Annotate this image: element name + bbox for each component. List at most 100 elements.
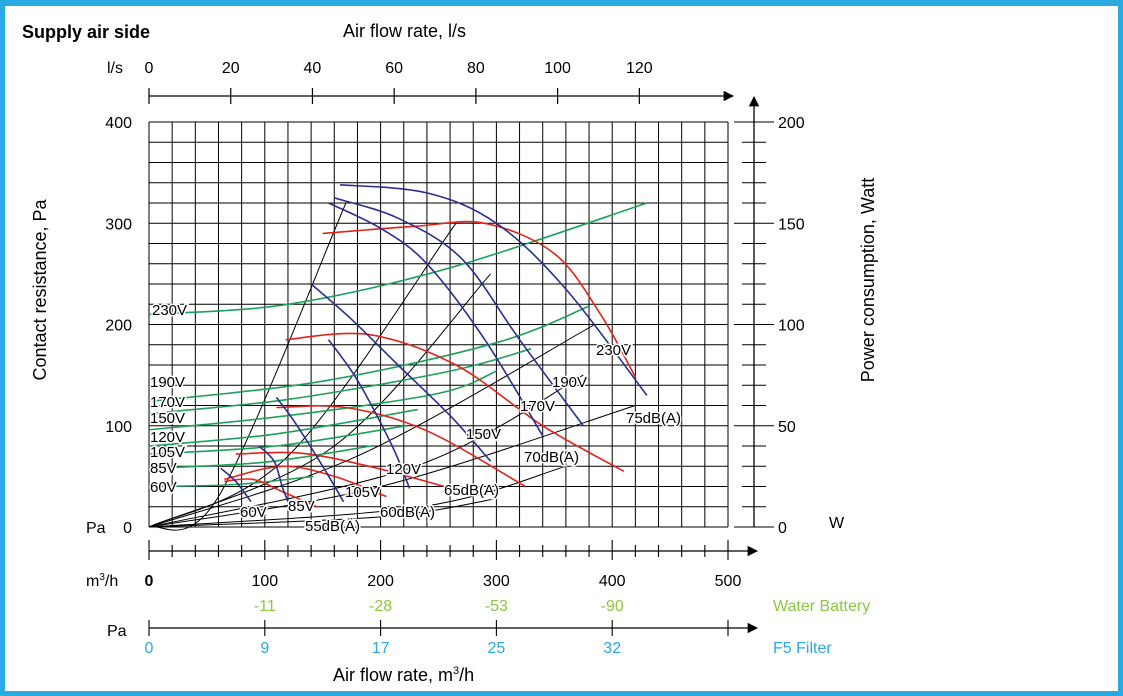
y-left-tick-label: 0 (123, 520, 132, 537)
sound-curve (224, 478, 318, 508)
power-curve (148, 425, 407, 455)
system-line (148, 465, 567, 528)
pressure-curve (275, 396, 345, 503)
curve-label: 120V (386, 461, 421, 478)
pressure-curve (340, 184, 648, 396)
y-right-tick-label: 50 (778, 419, 796, 436)
curve-label: 60dB(A) (380, 504, 435, 521)
y-left-tick-label: 200 (105, 318, 132, 335)
x-tick-label: 100 (251, 573, 278, 590)
top-tick-label: 40 (304, 60, 322, 77)
curve-label: 75dB(A) (626, 410, 681, 427)
water-battery-value: -11 (254, 598, 276, 615)
system-line (148, 498, 497, 528)
y-left-tick-label: 400 (105, 115, 132, 132)
curve-label: 105V (345, 484, 380, 501)
system-lines (148, 202, 636, 531)
power-curve (148, 445, 372, 470)
top-axis-title: Air flow rate, l/s (343, 21, 466, 41)
curve-label: 85V (150, 460, 177, 477)
y-left-unit: Pa (86, 520, 106, 537)
curve-label: 170V (520, 398, 555, 415)
x-tick-label: 400 (599, 573, 626, 590)
x-tick-label: 300 (483, 573, 510, 590)
sound-curve (224, 465, 387, 498)
pressure-curve (220, 467, 252, 503)
top-tick-label: 80 (467, 60, 485, 77)
x-tick-label: 500 (715, 573, 742, 590)
pressure-curve (327, 339, 411, 489)
tick-labels: 0 20 40 60 80 100 120 0 100 200 300 400 0 50 100 150 200… (105, 60, 805, 657)
water-battery-value: -90 (601, 598, 624, 615)
top-tick-label: 100 (544, 60, 571, 77)
pressure-curve (258, 445, 289, 502)
curve-label: 230V (596, 342, 631, 359)
curve-label: 190V (552, 374, 587, 391)
curve-label: 70dB(A) (524, 449, 579, 466)
y-right-tick-label: 0 (778, 520, 787, 537)
f5-filter-label: F5 Filter (773, 640, 832, 657)
system-line (148, 273, 491, 528)
sound-curve (276, 404, 526, 488)
pressure-curve (310, 283, 492, 462)
curve-label: 170V (150, 394, 185, 411)
curve-label: 105V (150, 444, 185, 461)
sound-curve (285, 332, 625, 472)
y-left-axis-title: Contact resistance, Pa (30, 198, 50, 380)
y-left-tick-label: 300 (105, 216, 132, 233)
curve-label: 60V (240, 504, 267, 521)
x-axis-title: Air flow rate, m3/h (333, 665, 474, 685)
filter-value: 9 (260, 640, 269, 657)
top-axis-unit: l/s (107, 60, 123, 77)
power-curve (148, 370, 497, 431)
top-tick-label: 120 (626, 60, 653, 77)
chart-title: Supply air side (22, 22, 150, 42)
y-right-tick-label: 100 (778, 318, 805, 335)
power-curve (148, 202, 648, 316)
y-right-tick-label: 200 (778, 115, 805, 132)
y-right-tick-label: 150 (778, 216, 805, 233)
filter-unit: Pa (107, 623, 127, 640)
filter-value: 32 (603, 640, 621, 657)
curve-label: 60V (150, 479, 177, 496)
curve-label: 150V (150, 410, 185, 427)
x-axis-unit: m3/h (86, 572, 118, 590)
pressure-curve (334, 197, 584, 427)
top-tick-label: 60 (385, 60, 403, 77)
y-right-unit: W (829, 515, 845, 532)
power-curve (148, 305, 590, 403)
axes (148, 88, 774, 636)
top-tick-label: 20 (222, 60, 240, 77)
water-battery-value: -28 (369, 598, 392, 615)
x-tick-label: 0 (145, 573, 154, 590)
power-curve (148, 348, 532, 415)
curve-label: 65dB(A) (444, 482, 499, 499)
x-tick-label: 200 (367, 573, 394, 590)
system-line (148, 324, 596, 528)
system-line (148, 374, 584, 528)
system-line (148, 405, 636, 528)
water-battery-value: -53 (485, 598, 508, 615)
water-battery-label: Water Battery (773, 598, 870, 615)
filter-value: 17 (372, 640, 390, 657)
top-tick-label: 0 (145, 60, 154, 77)
curve-label: 230V (152, 302, 187, 319)
system-line (148, 202, 347, 531)
pressure-curve (328, 202, 544, 437)
power-curve (148, 475, 314, 488)
curve-label: 85V (288, 498, 315, 515)
filter-value: 25 (488, 640, 506, 657)
plot-grid (148, 121, 729, 528)
y-left-tick-label: 100 (105, 419, 132, 436)
sound-curve (322, 220, 637, 378)
curve-label: 150V (466, 426, 501, 443)
curve-label: 190V (150, 374, 185, 391)
curve-label: 55dB(A) (305, 518, 360, 535)
pressure-curves (220, 184, 648, 503)
y-right-axis-title: Power consumption, Watt (858, 178, 878, 382)
filter-value: 0 (145, 640, 154, 657)
curve-label: 120V (150, 429, 185, 446)
